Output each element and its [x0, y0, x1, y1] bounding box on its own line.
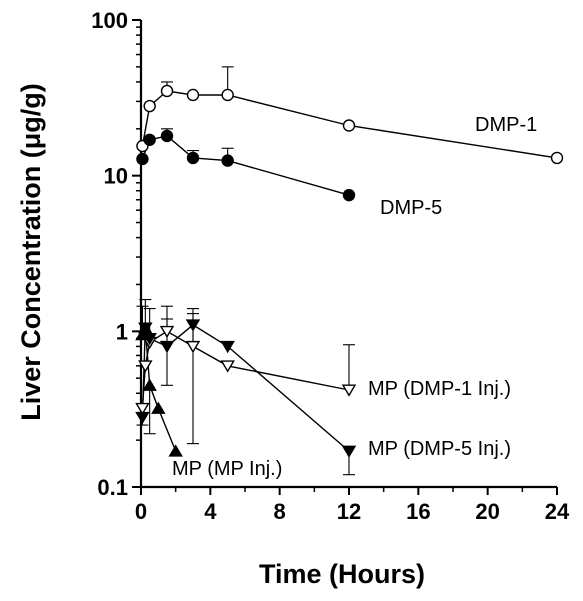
data-point: [186, 151, 200, 165]
y-tick-label: 100: [91, 8, 128, 33]
data-point: [168, 444, 183, 457]
x-tick-label: 8: [274, 499, 286, 524]
x-axis-title: Time (Hours): [259, 559, 425, 589]
y-tick-label: 0.1: [97, 475, 128, 500]
x-tick-label: 24: [545, 499, 570, 524]
axes: 0 4 8 12 16 20 24 0.1 1 10 100: [91, 8, 570, 524]
x-tick-label: 16: [406, 499, 430, 524]
data-point: [142, 378, 157, 391]
y-axis-title: Liver Concentration (μg/g): [16, 83, 46, 421]
data-point: [135, 328, 150, 341]
x-tick-label: 20: [475, 499, 499, 524]
series-label: DMP-5: [380, 197, 442, 219]
data-point: [160, 129, 174, 143]
series-line-2: [141, 330, 350, 409]
data-point: [138, 360, 153, 373]
y-tick-label: 1: [116, 319, 128, 344]
y-tick-label: 10: [104, 164, 128, 189]
x-tick-label: 0: [135, 499, 147, 524]
data-point: [221, 154, 234, 167]
data-point: [220, 360, 235, 373]
data-point: [143, 99, 156, 113]
series-line-3: [141, 324, 350, 452]
series-labels: DMP-1 DMP-5 MP (DMP-1 Inj.) MP (DMP-5 Inj.)…: [172, 114, 537, 480]
series-label: MP (DMP-5 Inj.): [368, 438, 511, 460]
series-label: DMP-1: [475, 114, 537, 136]
x-tick-label: 4: [204, 499, 217, 524]
data-point: [135, 411, 150, 425]
data-point: [550, 151, 564, 165]
data-point: [341, 445, 357, 458]
series-markers: [135, 84, 564, 458]
data-point: [220, 340, 235, 354]
data-point: [185, 319, 201, 332]
series-label: MP (MP Inj.): [172, 458, 282, 480]
series-label: MP (DMP-1 Inj.): [368, 378, 511, 400]
data-point: [342, 188, 356, 202]
series-line-1: [141, 135, 350, 196]
data-point: [135, 402, 150, 416]
data-point: [159, 325, 175, 339]
x-tick-label: 12: [337, 499, 361, 524]
data-point: [151, 401, 166, 414]
data-point: [221, 88, 234, 102]
data-point: [186, 88, 200, 102]
data-point: [138, 321, 153, 334]
data-point: [143, 133, 156, 146]
data-point: [341, 384, 357, 397]
data-point: [185, 340, 201, 354]
data-point: [342, 119, 356, 132]
data-point: [136, 152, 149, 166]
data-point: [160, 84, 174, 98]
data-point: [159, 340, 175, 354]
error-bars: [136, 66, 355, 476]
